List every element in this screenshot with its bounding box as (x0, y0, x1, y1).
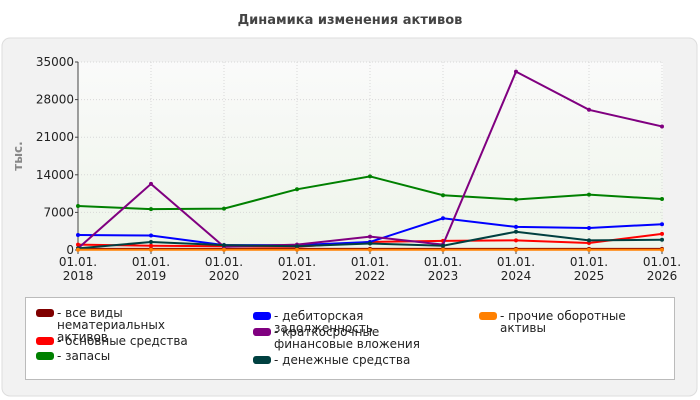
point (514, 229, 518, 234)
point (514, 197, 518, 202)
point (295, 244, 299, 249)
point (149, 233, 153, 238)
legend-swatch (253, 356, 271, 364)
point (441, 247, 445, 252)
legend-swatch (36, 337, 54, 345)
legend-item: запасы (36, 350, 216, 362)
point (368, 247, 372, 252)
point (660, 237, 664, 242)
legend-swatch (36, 352, 54, 360)
point (441, 216, 445, 221)
point (660, 231, 664, 236)
legend-label: денежные средства (274, 354, 410, 366)
point (76, 247, 80, 252)
legend-swatch (253, 328, 271, 336)
point (222, 206, 226, 211)
legend-label: прочие оборотные активы (500, 310, 669, 334)
legend-swatch (253, 312, 271, 320)
point (76, 242, 80, 247)
legend-label: краткосрочные финансовые вложения (274, 326, 453, 350)
x-tick-label: 01.01. 2021 (278, 255, 316, 283)
y-tick-label: 14000 (36, 168, 74, 182)
legend-label: основные средства (57, 335, 188, 347)
point (441, 243, 445, 248)
point (514, 238, 518, 243)
point (222, 243, 226, 248)
point (368, 174, 372, 179)
y-axis-label: тыс. (11, 141, 25, 170)
legend-swatch (479, 312, 497, 320)
point (514, 69, 518, 74)
point (514, 247, 518, 252)
legend-swatch (36, 309, 54, 317)
point (660, 247, 664, 252)
y-tick-label: 21000 (36, 130, 74, 144)
point (76, 232, 80, 237)
x-tick-label: 01.01. 2024 (497, 255, 535, 283)
point (660, 196, 664, 201)
legend-item: денежные средства (253, 354, 453, 366)
point (368, 241, 372, 246)
point (587, 247, 591, 252)
point (368, 234, 372, 239)
point (441, 193, 445, 198)
x-tick-label: 01.01. 2026 (643, 255, 681, 283)
point (295, 247, 299, 252)
y-tick-label: 7000 (43, 205, 74, 219)
point (587, 238, 591, 243)
x-tick-label: 01.01. 2018 (59, 255, 97, 283)
y-tick-label: 0 (66, 243, 74, 257)
legend-label: запасы (57, 350, 110, 362)
point (149, 207, 153, 212)
point (295, 187, 299, 192)
x-tick-label: 01.01. 2025 (570, 255, 608, 283)
point (222, 247, 226, 252)
point (514, 224, 518, 229)
point (587, 107, 591, 112)
legend-item: краткосрочные финансовые вложения (253, 326, 453, 350)
chart-title: Динамика изменения активов (238, 13, 463, 28)
legend-item: прочие оборотные активы (479, 310, 669, 334)
y-tick-label: 35000 (36, 55, 74, 69)
y-tick-label: 28000 (36, 93, 74, 107)
point (76, 203, 80, 208)
x-tick-label: 01.01. 2022 (351, 255, 389, 283)
point (587, 225, 591, 230)
point (149, 239, 153, 244)
point (149, 181, 153, 186)
point (149, 247, 153, 252)
point (660, 124, 664, 129)
point (660, 222, 664, 227)
legend-item: основные средства (36, 335, 216, 347)
x-tick-label: 01.01. 2020 (205, 255, 243, 283)
x-tick-label: 01.01. 2023 (424, 255, 462, 283)
point (587, 192, 591, 197)
x-tick-label: 01.01. 2019 (132, 255, 170, 283)
point (149, 243, 153, 248)
legend: все виды нематериальных активовосновные … (25, 297, 675, 380)
